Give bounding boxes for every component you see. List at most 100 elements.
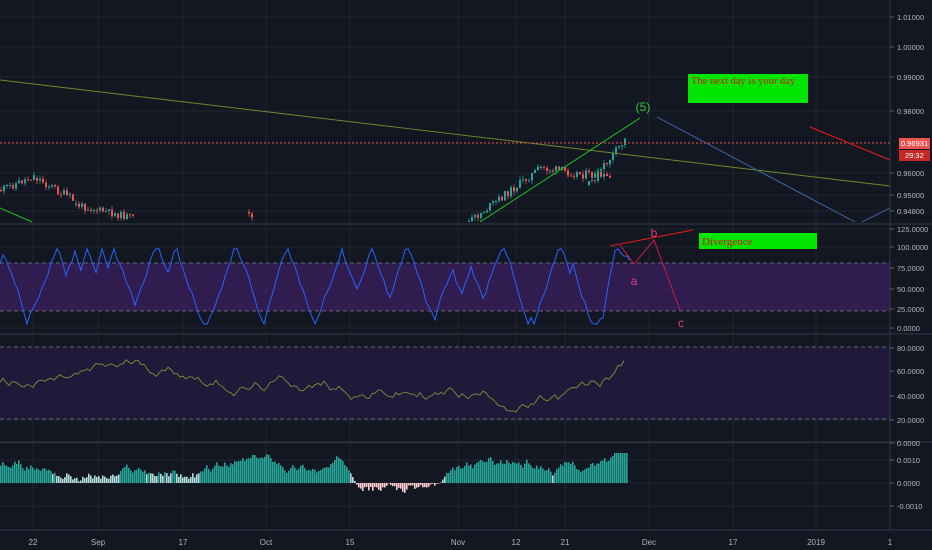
- macd-bar: [366, 483, 368, 487]
- rsi-line: [0, 359, 625, 413]
- macd-bar: [400, 483, 402, 489]
- macd-bar: [622, 453, 624, 483]
- macd-bar: [12, 465, 14, 483]
- macd-bar: [582, 470, 584, 483]
- time-axis-label: 21: [561, 538, 570, 547]
- time-axis-label: Sep: [91, 538, 106, 547]
- macd-bar: [304, 468, 306, 483]
- macd-bar: [58, 476, 60, 483]
- macd-bar: [402, 483, 404, 492]
- macd-bar: [270, 458, 272, 483]
- macd-bar: [532, 468, 534, 483]
- macd-bar: [154, 475, 156, 483]
- candle-body: [63, 190, 65, 195]
- macd-bar: [142, 471, 144, 483]
- macd-bar: [338, 457, 340, 483]
- candle-body: [615, 147, 617, 154]
- candle-body: [516, 187, 518, 192]
- macd-bar: [354, 480, 356, 483]
- candle-body: [537, 166, 539, 171]
- macd-bar: [432, 483, 434, 484]
- macd-bar: [444, 476, 446, 483]
- macd-bar: [608, 460, 610, 483]
- macd-bar: [456, 466, 458, 483]
- macd-bar: [336, 456, 338, 483]
- macd-bar: [104, 476, 106, 483]
- macd-bar: [238, 461, 240, 483]
- macd-bar: [56, 475, 58, 483]
- price-axis-label: 0.95000: [897, 191, 924, 200]
- macd-bar: [372, 483, 374, 491]
- macd-bar: [510, 464, 512, 483]
- macd-bar: [306, 470, 308, 483]
- macd-bar: [70, 476, 72, 483]
- macd-bar: [534, 468, 536, 483]
- macd-bar: [424, 483, 426, 488]
- candle-body: [9, 184, 11, 186]
- candle-body: [591, 171, 593, 178]
- macd-bar: [40, 470, 42, 483]
- macd-bar: [22, 468, 24, 483]
- macd-bar: [586, 468, 588, 483]
- wave-label-b: b: [651, 226, 658, 240]
- candle-body: [0, 190, 2, 192]
- candle-body: [609, 159, 611, 165]
- candle-body: [585, 170, 587, 179]
- macd-bar: [274, 461, 276, 483]
- macd-bar: [254, 455, 256, 483]
- macd-bar: [46, 470, 48, 483]
- macd-bar: [490, 457, 492, 483]
- macd-bar: [502, 463, 504, 483]
- macd-bar: [106, 478, 108, 483]
- macd-bar: [496, 463, 498, 483]
- macd-bar: [612, 455, 614, 483]
- macd-bar: [298, 468, 300, 483]
- price-axis-label: 0.0000: [897, 439, 920, 448]
- candle-body: [588, 170, 590, 172]
- price-axis-label: 0.98000: [897, 107, 924, 116]
- macd-bar: [536, 465, 538, 483]
- macd-bar: [112, 474, 114, 483]
- time-axis[interactable]: 22 Sep 17 Oct 15 Nov 12 21 Dec 17 2019 1: [29, 538, 893, 547]
- macd-bar: [440, 482, 442, 483]
- macd-bar: [260, 457, 262, 483]
- candle-body: [102, 207, 104, 212]
- macd-bar: [334, 460, 336, 483]
- macd-bar: [378, 483, 380, 490]
- macd-bar: [470, 464, 472, 483]
- macd-bar: [310, 470, 312, 483]
- macd-bar: [538, 468, 540, 483]
- macd-bar: [128, 467, 130, 483]
- macd-bar: [136, 469, 138, 483]
- macd-bar: [234, 461, 236, 483]
- macd-bar: [86, 477, 88, 483]
- candle-body: [573, 176, 575, 178]
- macd-bar: [554, 472, 556, 483]
- macd-bar: [282, 467, 284, 483]
- price-axis-label: 60.0000: [897, 367, 924, 376]
- macd-bar: [594, 465, 596, 483]
- macd-bar: [528, 463, 530, 483]
- macd-bar: [248, 458, 250, 483]
- macd-bar: [320, 470, 322, 483]
- macd-bar: [504, 463, 506, 483]
- macd-bar: [108, 478, 110, 483]
- macd-bar: [202, 471, 204, 483]
- macd-bar: [468, 465, 470, 483]
- time-axis-label: 22: [29, 538, 38, 547]
- macd-bar: [76, 477, 78, 483]
- macd-bar: [392, 483, 394, 487]
- candle-body: [543, 166, 545, 168]
- macd-bar: [96, 476, 98, 483]
- macd-bar: [434, 483, 436, 486]
- macd-bar: [368, 483, 370, 491]
- macd-bar: [578, 469, 580, 483]
- macd-bar: [28, 469, 30, 483]
- macd-bar: [220, 466, 222, 483]
- macd-bar: [250, 457, 252, 483]
- macd-bar: [600, 460, 602, 483]
- price-axis[interactable]: 1.01000 1.00000 0.99000 0.98000 0.96000 0.950…: [889, 0, 928, 530]
- candle-body: [600, 169, 602, 171]
- wave-label-c: c: [678, 316, 684, 330]
